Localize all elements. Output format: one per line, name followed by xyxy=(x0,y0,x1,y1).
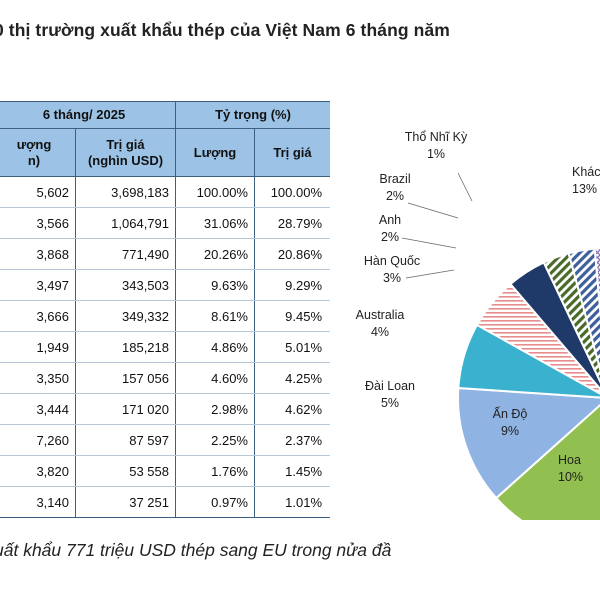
table-cell: 9.63% xyxy=(175,269,255,301)
table-cell: 3,698,183 xyxy=(75,176,176,208)
pie-slice xyxy=(593,247,600,320)
header-share: Tỷ trọng (%) xyxy=(174,101,330,129)
table-cell: 28.79% xyxy=(253,207,330,239)
table-cell: 31.06% xyxy=(175,207,255,239)
slice-label: Brazil xyxy=(379,172,410,186)
table-cell: 3,566 xyxy=(0,207,76,239)
table-cell: 2.37% xyxy=(253,424,330,456)
slice-percent-label: 3% xyxy=(383,271,401,285)
table-cell: 3,868 xyxy=(0,238,76,270)
table-cell: 3,140 xyxy=(0,486,76,518)
pie-chart: Thổ Nhĩ Kỳ 1% Brazil 2% Anh 2% Hàn Quốc 3% Austr… xyxy=(340,100,600,520)
table-cell: 1.76% xyxy=(175,455,255,487)
col-header-share-value: Trị giá xyxy=(253,128,330,177)
table-cell: 9.45% xyxy=(253,300,330,332)
table-row: 5,602 3,698,183 100.00% 100.00% xyxy=(0,176,330,208)
leader-line xyxy=(457,172,473,202)
pie-slice xyxy=(494,403,600,520)
table-cell: 8.61% xyxy=(175,300,255,332)
table-cell: 3,820 xyxy=(0,455,76,487)
table-cell: 185,218 xyxy=(75,331,176,363)
slice-percent-label: 2% xyxy=(386,189,404,203)
table-cell: 20.26% xyxy=(175,238,255,270)
table-cell: 3,666 xyxy=(0,300,76,332)
leader-line xyxy=(405,269,455,279)
slice-percent-label: 9% xyxy=(501,424,519,438)
table-row: 3,497 343,503 9.63% 9.29% xyxy=(0,269,330,301)
col-header-share-volume: Lượng xyxy=(175,128,255,177)
table-cell: 343,503 xyxy=(75,269,176,301)
table-body: 5,602 3,698,183 100.00% 100.00% 3,566 1,064,7… xyxy=(0,176,330,518)
slice-label: Khác xyxy=(572,165,600,179)
slice-percent-label: 5% xyxy=(381,396,399,410)
table-cell: 100.00% xyxy=(175,176,255,208)
table-cell: 3,350 xyxy=(0,362,76,394)
col-header-value: Trị giá (nghìn USD) xyxy=(75,128,176,177)
table-row: 3,820 53 558 1.76% 1.45% xyxy=(0,455,330,487)
table-cell: 5.01% xyxy=(253,331,330,363)
leader-line xyxy=(401,237,457,249)
col-header-value-label: Trị giá (nghìn USD) xyxy=(87,136,164,168)
table-row: 7,260 87 597 2.25% 2.37% xyxy=(0,424,330,456)
page-title: 0 thị trường xuất khẩu thép của Việt Nam… xyxy=(0,20,450,40)
table-cell: 5,602 xyxy=(0,176,76,208)
table-cell: 771,490 xyxy=(75,238,176,270)
header-six-months: 6 tháng/ 2025 xyxy=(0,101,176,129)
slice-label: Thổ Nhĩ Kỳ xyxy=(405,130,468,144)
table-row: 3,868 771,490 20.26% 20.86% xyxy=(0,238,330,270)
table-cell: 100.00% xyxy=(253,176,330,208)
slice-label: Australia xyxy=(356,308,405,322)
pie-svg: Thổ Nhĩ Kỳ 1% Brazil 2% Anh 2% Hàn Quốc 3% Austr… xyxy=(356,130,600,520)
slice-label: Ấn Độ xyxy=(493,406,528,421)
slice-label: Hàn Quốc xyxy=(364,254,420,268)
table-row: 3,566 1,064,791 31.06% 28.79% xyxy=(0,207,330,239)
table-cell: 4.25% xyxy=(253,362,330,394)
export-table: 6 tháng/ 2025 Tỷ trọng (%) ượng n) Trị gi… xyxy=(0,101,330,520)
slice-percent-label: 2% xyxy=(381,230,399,244)
table-cell: 157 056 xyxy=(75,362,176,394)
table-cell: 1.45% xyxy=(253,455,330,487)
table-cell: 3,444 xyxy=(0,393,76,425)
slice-percent-label: 13% xyxy=(572,182,597,196)
table-row: 3,444 171 020 2.98% 4.62% xyxy=(0,393,330,425)
table-cell: 53 558 xyxy=(75,455,176,487)
table-cell: 1.01% xyxy=(253,486,330,518)
table-cell: 37 251 xyxy=(75,486,176,518)
table-cell: 0.97% xyxy=(175,486,255,518)
table-cell: 4.86% xyxy=(175,331,255,363)
col-header-volume-label: ượng n) xyxy=(16,136,52,168)
table-cell: 349,332 xyxy=(75,300,176,332)
slice-label: Đài Loan xyxy=(365,379,415,393)
table-cell: 87 597 xyxy=(75,424,176,456)
leader-line xyxy=(407,202,459,219)
table-row: 1,949 185,218 4.86% 5.01% xyxy=(0,331,330,363)
table-row: 3,350 157 056 4.60% 4.25% xyxy=(0,362,330,394)
table-cell: 4.60% xyxy=(175,362,255,394)
slice-label: Anh xyxy=(379,213,401,227)
table-cell: 9.29% xyxy=(253,269,330,301)
slice-label: Hoa xyxy=(558,453,581,467)
steel-export-table: 6 tháng/ 2025 Tỷ trọng (%) ượng n) Trị gi… xyxy=(0,101,330,518)
table-cell: 1,949 xyxy=(0,331,76,363)
table-row: 3,666 349,332 8.61% 9.45% xyxy=(0,300,330,332)
table-cell: 1,064,791 xyxy=(75,207,176,239)
table-row: 3,140 37 251 0.97% 1.01% xyxy=(0,486,330,518)
col-header-volume: ượng n) xyxy=(0,128,76,177)
table-cell: 20.86% xyxy=(253,238,330,270)
slice-percent-label: 1% xyxy=(427,147,445,161)
pie-slice xyxy=(457,386,600,500)
table-cell: 2.25% xyxy=(175,424,255,456)
table-cell: 171 020 xyxy=(75,393,176,425)
slice-percent-label: 10% xyxy=(558,470,583,484)
slice-percent-label: 4% xyxy=(371,325,389,339)
caption: uất khẩu 771 triệu USD thép sang EU tron… xyxy=(0,540,392,560)
table-cell: 7,260 xyxy=(0,424,76,456)
table-cell: 3,497 xyxy=(0,269,76,301)
table-cell: 2.98% xyxy=(175,393,255,425)
table-cell: 4.62% xyxy=(253,393,330,425)
